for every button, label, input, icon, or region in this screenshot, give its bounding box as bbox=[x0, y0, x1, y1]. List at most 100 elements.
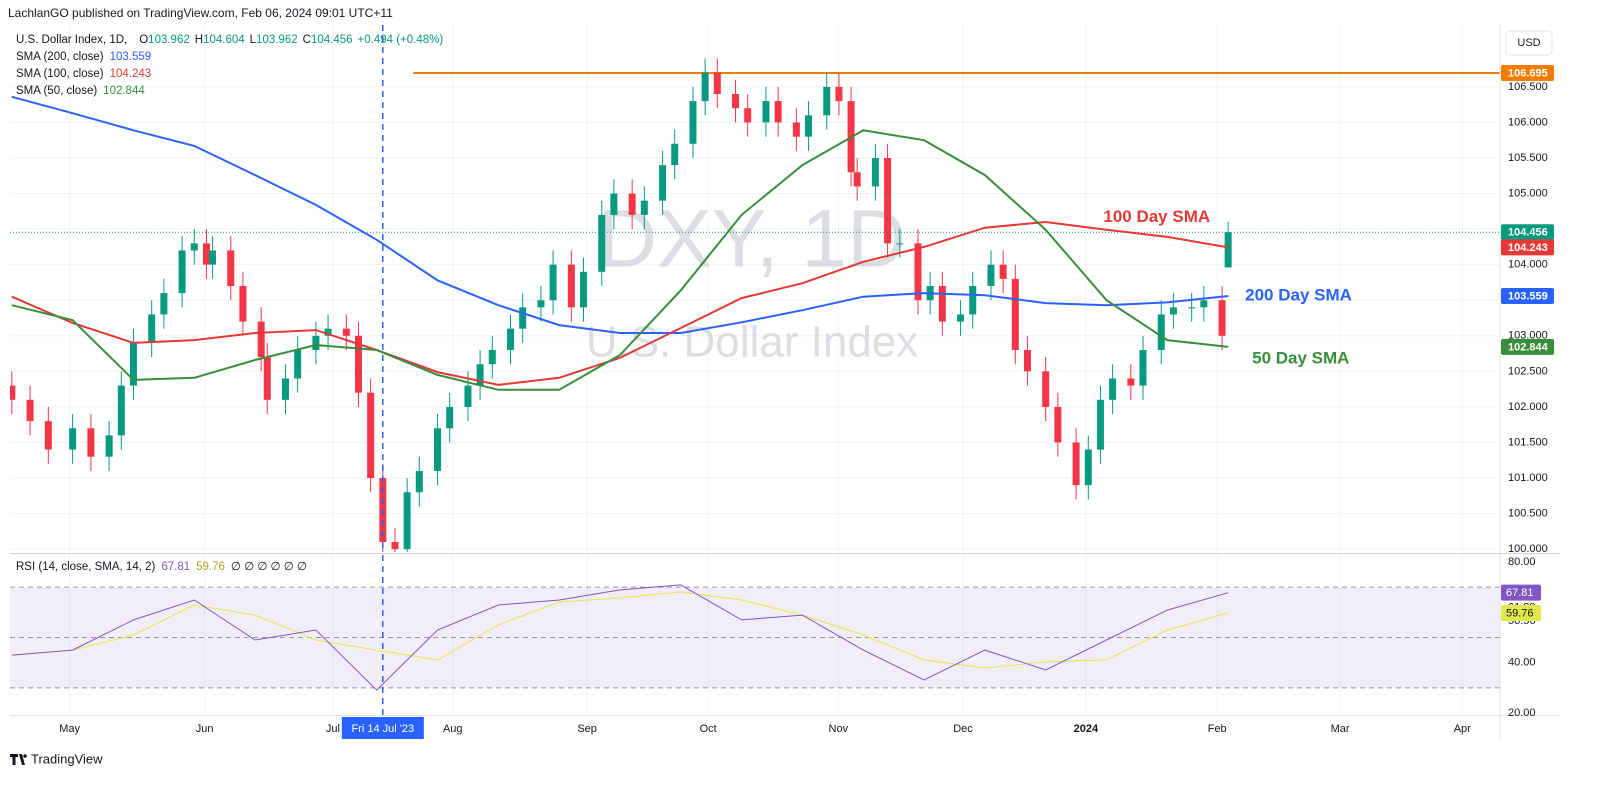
candle-body bbox=[190, 243, 198, 251]
currency[interactable]: USD bbox=[1517, 37, 1540, 49]
candle-body bbox=[1054, 406, 1062, 443]
candle-body bbox=[367, 392, 375, 479]
candle-body bbox=[1042, 371, 1050, 407]
y-tick-label: 106.500 bbox=[1508, 81, 1548, 93]
candle-body bbox=[1224, 232, 1232, 268]
price-badge-label: 103.559 bbox=[1508, 290, 1548, 302]
candle-body bbox=[732, 93, 740, 109]
x-tick-label: Jun bbox=[196, 723, 214, 735]
candle-body bbox=[598, 214, 606, 272]
legend-text: 103.962 bbox=[148, 34, 190, 46]
candle-body bbox=[1096, 399, 1104, 450]
candle-body bbox=[969, 286, 977, 315]
rsi-badge bbox=[1501, 604, 1541, 621]
candle-body bbox=[148, 314, 156, 343]
price-badge bbox=[1501, 288, 1554, 305]
rsi-badge-label: 59.76 bbox=[1506, 607, 1534, 619]
price-badge bbox=[1501, 338, 1554, 355]
candle-body bbox=[987, 264, 995, 287]
currency-button[interactable] bbox=[1505, 30, 1553, 56]
y-tick-label: 103.000 bbox=[1508, 330, 1548, 342]
candle-body bbox=[896, 243, 904, 245]
candle-body bbox=[105, 435, 113, 457]
x-tick-label: 2024 bbox=[1074, 723, 1099, 735]
candle-body bbox=[1218, 300, 1226, 336]
price-pane: DXY, 1D U.S. Dollar Index bbox=[10, 25, 1500, 552]
legend-text: H bbox=[195, 34, 203, 46]
candle-body bbox=[549, 264, 557, 301]
y-tick-label: 104.000 bbox=[1508, 259, 1548, 271]
legend-text: U.S. Dollar Index, 1D, bbox=[16, 34, 127, 46]
legend-text: O bbox=[139, 34, 148, 46]
x-tick-label: Nov bbox=[829, 723, 849, 735]
rsi-band bbox=[10, 587, 1500, 688]
candle-body bbox=[488, 350, 496, 365]
line-series bbox=[11, 95, 1229, 334]
y-tick-label: 100.000 bbox=[1508, 543, 1548, 555]
candle-body bbox=[87, 428, 95, 457]
legend-text: RSI (14, close, SMA, 14, 2) bbox=[16, 561, 156, 573]
candle-body bbox=[567, 264, 575, 308]
watermark: U.S. Dollar Index bbox=[586, 318, 919, 367]
legend-text: C bbox=[303, 34, 311, 46]
candle-body bbox=[1139, 350, 1147, 386]
legend-text: +0.494 (+0.48%) bbox=[358, 34, 444, 46]
candle-body bbox=[871, 157, 879, 187]
candle-body bbox=[209, 250, 217, 265]
series-annotation: 100 Day SMA bbox=[1103, 207, 1210, 226]
candle-body bbox=[117, 385, 125, 436]
y-tick-label: 100.500 bbox=[1508, 508, 1548, 520]
legend-text: ∅ ∅ ∅ ∅ ∅ ∅ bbox=[231, 561, 307, 573]
y-tick-label: 105.500 bbox=[1508, 152, 1548, 164]
line-series bbox=[11, 220, 1229, 386]
candle-body bbox=[914, 243, 922, 301]
candle-body bbox=[610, 193, 618, 215]
candle-body bbox=[1023, 350, 1031, 372]
brand-logo[interactable]: TradingView bbox=[10, 751, 103, 766]
candle-body bbox=[1127, 378, 1135, 386]
candle-body bbox=[342, 328, 350, 336]
candle-body bbox=[10, 385, 16, 400]
legend-text: 67.81 bbox=[161, 561, 190, 573]
legend-text: 104.243 bbox=[110, 68, 152, 80]
price-badge bbox=[1501, 239, 1554, 256]
legend-text: 103.559 bbox=[110, 51, 152, 63]
candle-body bbox=[354, 335, 362, 393]
x-tick-label: Apr bbox=[1454, 723, 1471, 735]
candle-body bbox=[713, 72, 721, 94]
candle-body bbox=[805, 115, 813, 137]
y-tick-label: 40.00 bbox=[1508, 657, 1536, 669]
y-tick-label: 102.500 bbox=[1508, 365, 1548, 377]
x-tick-label: Dec bbox=[953, 723, 973, 735]
price-badge-label: 106.695 bbox=[1508, 67, 1548, 79]
y-tick-label: 106.000 bbox=[1508, 116, 1548, 128]
candle-body bbox=[312, 335, 320, 351]
candle-body bbox=[1072, 442, 1080, 486]
candle-body bbox=[1084, 449, 1092, 486]
candle-body bbox=[884, 157, 892, 244]
candle-body bbox=[762, 101, 770, 123]
x-tick-label: Aug bbox=[443, 723, 463, 735]
legend-text: 102.844 bbox=[103, 85, 145, 97]
candle-body bbox=[579, 271, 587, 308]
candle-body bbox=[1157, 314, 1165, 351]
x-tick-label: Feb bbox=[1208, 723, 1227, 735]
candle-body bbox=[294, 350, 302, 379]
candle-body bbox=[178, 250, 186, 294]
x-tick-label: Oct bbox=[700, 723, 717, 735]
candle-body bbox=[324, 328, 332, 336]
candle-body bbox=[26, 399, 34, 422]
y-tick-label: 102.000 bbox=[1508, 401, 1548, 413]
candle-body bbox=[1200, 300, 1208, 308]
x-tick-label: Jul bbox=[326, 723, 340, 735]
candle-body bbox=[1169, 307, 1177, 315]
candle-body bbox=[415, 470, 423, 493]
brand: TradingView bbox=[31, 751, 103, 766]
candle-body bbox=[1109, 378, 1117, 400]
legend-text: 103.962 bbox=[256, 34, 298, 46]
series-annotation: 50 Day SMA bbox=[1252, 348, 1349, 367]
x-tick-label: Mar bbox=[1331, 723, 1350, 735]
